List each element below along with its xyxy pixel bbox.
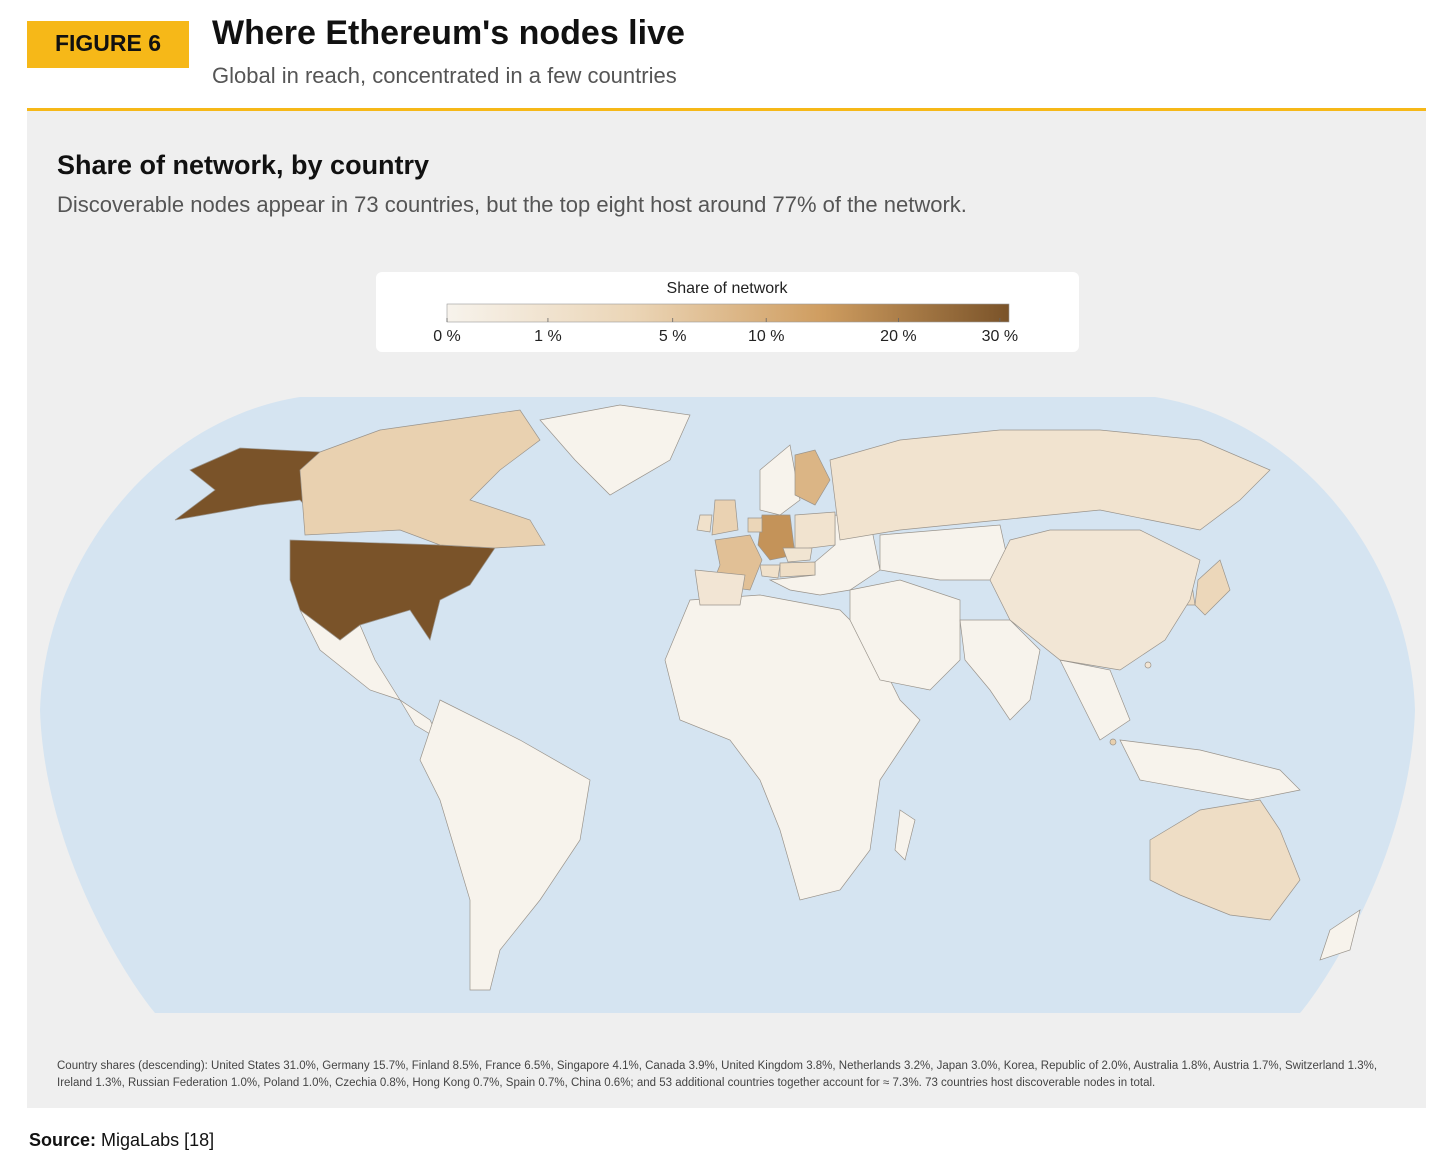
country	[174, 447, 321, 521]
colorbar-tick-label: 1 %	[534, 328, 562, 345]
colorbar-tick-label: 20 %	[880, 328, 916, 345]
country	[299, 409, 546, 549]
header-subtitle: Global in reach, concentrated in a few c…	[212, 63, 677, 88]
figure-badge	[27, 21, 189, 68]
footnote: Country shares (descending): United Stat…	[57, 1060, 1378, 1089]
country	[694, 569, 746, 606]
country	[696, 514, 713, 533]
map	[174, 404, 1361, 991]
country	[1144, 661, 1152, 669]
colorbar-tick-label: 10 %	[748, 328, 784, 345]
land	[959, 619, 1041, 721]
header-title: Where Ethereum's nodes live	[212, 14, 685, 52]
source-text: MigaLabs [18]	[101, 1130, 215, 1150]
chart-title: Share of network, by country	[57, 150, 429, 180]
country	[989, 529, 1201, 671]
country	[1149, 799, 1301, 921]
land	[879, 524, 1011, 581]
legend-title: Share of network	[667, 280, 789, 297]
colorbar-tick-label: 0 %	[433, 328, 461, 345]
country	[794, 449, 831, 506]
country	[782, 547, 813, 563]
land	[539, 404, 691, 496]
land	[849, 579, 961, 691]
country	[759, 564, 781, 579]
land	[894, 809, 916, 861]
chart-subtitle: Discoverable nodes appear in 73 countrie…	[57, 192, 967, 217]
colorbar	[446, 303, 1010, 323]
land	[419, 699, 591, 991]
land	[1319, 909, 1361, 961]
country	[1194, 559, 1231, 616]
country	[779, 561, 816, 578]
colorbar-tick-label: 30 %	[982, 328, 1018, 345]
country	[1109, 738, 1117, 746]
land	[759, 444, 801, 516]
country	[829, 429, 1271, 541]
country	[747, 517, 763, 533]
source-label: Source:	[29, 1130, 97, 1150]
header-rule	[27, 108, 1426, 111]
land	[1059, 659, 1131, 741]
source: Source: MigaLabs [18]	[29, 1130, 214, 1151]
land	[1119, 739, 1301, 801]
country	[711, 499, 739, 536]
country	[794, 511, 836, 551]
colorbar-tick-label: 5 %	[659, 328, 687, 345]
figure-label: FIGURE 6	[55, 30, 161, 56]
